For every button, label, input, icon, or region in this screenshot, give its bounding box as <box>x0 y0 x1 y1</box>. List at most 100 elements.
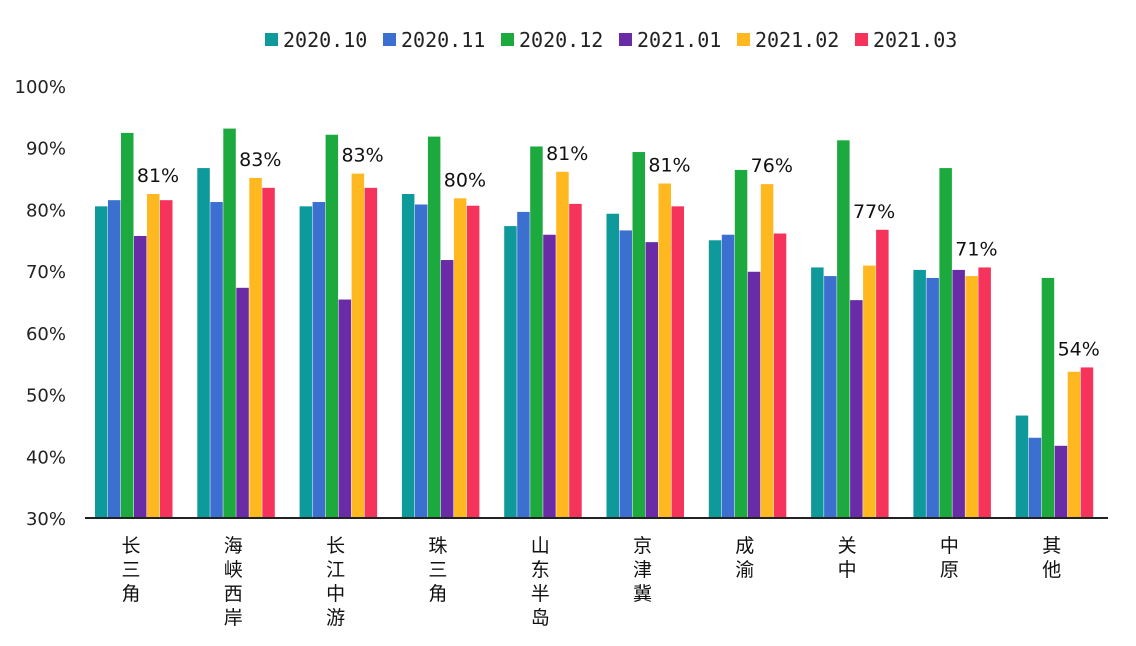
legend-item: 2020.12 <box>501 28 603 52</box>
data-label: 81% <box>546 143 588 165</box>
bar-group <box>197 128 275 519</box>
bar <box>517 211 530 518</box>
legend-item: 2021.03 <box>855 28 957 52</box>
bar <box>414 204 428 518</box>
bar <box>440 260 454 518</box>
bar <box>543 234 556 518</box>
bar-group <box>1015 277 1094 518</box>
bar <box>1067 371 1081 518</box>
legend-label: 2021.03 <box>873 28 957 52</box>
data-label: 54% <box>1058 338 1100 360</box>
bar <box>134 235 147 519</box>
bar <box>530 146 543 519</box>
bar <box>747 271 761 518</box>
bar <box>671 206 684 519</box>
bar <box>569 203 582 519</box>
bar <box>965 276 978 518</box>
x-category-label: 珠三角 <box>428 535 447 605</box>
bar <box>708 240 722 519</box>
bar <box>1028 437 1042 518</box>
data-label: 81% <box>137 165 179 187</box>
x-category-label: 海峡西岸 <box>224 535 243 629</box>
bar <box>978 267 991 518</box>
data-label: 71% <box>955 238 997 260</box>
y-tick-label: 60% <box>26 324 66 345</box>
x-category-label: 长江中游 <box>326 535 345 629</box>
bar <box>338 299 352 518</box>
bar <box>236 287 249 518</box>
bar <box>926 277 939 518</box>
x-category-label: 成渝 <box>735 535 754 581</box>
bar <box>249 177 262 518</box>
bar <box>645 242 658 518</box>
legend-label: 2020.12 <box>519 28 603 52</box>
bar <box>1054 445 1068 518</box>
legend-swatch <box>855 33 868 46</box>
bar <box>811 267 824 518</box>
bar <box>837 140 850 518</box>
legend-label: 2020.11 <box>401 28 485 52</box>
bar <box>95 206 108 519</box>
bar <box>1041 277 1055 518</box>
bar-group <box>95 132 173 519</box>
bar-group <box>913 168 991 518</box>
bar <box>721 234 735 518</box>
bar <box>364 187 378 519</box>
legend-item: 2020.11 <box>383 28 485 52</box>
bar <box>913 269 926 518</box>
data-label: 77% <box>853 201 895 223</box>
legend-swatch <box>383 33 396 46</box>
data-label: 83% <box>239 149 281 171</box>
bar-group <box>811 140 889 518</box>
bars-area <box>95 128 1094 519</box>
bar <box>619 230 632 518</box>
bar-group <box>606 152 684 519</box>
bar <box>939 168 952 518</box>
data-label: 80% <box>444 169 486 191</box>
bar <box>556 171 569 519</box>
legend-item: 2020.10 <box>265 28 367 52</box>
bar <box>658 183 671 518</box>
bar <box>351 173 365 519</box>
legend-swatch <box>265 33 278 46</box>
bar <box>632 152 645 518</box>
legend-swatch <box>501 33 514 46</box>
x-category-label: 其他 <box>1042 535 1061 581</box>
y-tick-label: 90% <box>26 139 66 160</box>
bar <box>401 194 415 518</box>
bar <box>876 229 889 518</box>
y-tick-label: 70% <box>26 262 66 283</box>
legend-swatch <box>737 33 750 46</box>
bar <box>108 200 121 518</box>
legend-item: 2021.02 <box>737 28 839 52</box>
data-labels: 81% 83% 83% 80% 81% 81% 76% 77% 71% 54% <box>137 143 1100 361</box>
bar <box>760 184 774 518</box>
x-category-label: 中原 <box>940 535 959 581</box>
bar <box>223 128 236 518</box>
bar <box>1015 415 1029 518</box>
bar <box>734 169 748 518</box>
bar <box>504 226 517 518</box>
bar <box>1080 367 1094 518</box>
bar <box>773 233 787 519</box>
legend-item: 2021.01 <box>619 28 721 52</box>
y-axis: 30% 40% 50% 60% 70% 80% 90% 100% <box>15 77 66 530</box>
bar <box>427 136 441 518</box>
bar-group <box>504 146 582 519</box>
bar-group <box>708 169 787 519</box>
bar <box>210 202 223 518</box>
x-category-label: 关中 <box>838 535 857 581</box>
legend-label: 2020.10 <box>283 28 367 52</box>
bar <box>952 269 965 518</box>
x-axis: 长三角 海峡西岸 长江中游 珠三角 山东半岛 京津冀 成渝 关中 中原 其他 <box>85 517 1108 629</box>
x-category-label: 京津冀 <box>633 535 652 605</box>
bar <box>824 276 837 518</box>
bar <box>312 202 326 518</box>
x-category-label: 长三角 <box>121 535 140 605</box>
data-label: 76% <box>751 155 793 177</box>
bar <box>606 213 619 518</box>
bar <box>863 265 876 518</box>
x-category-label: 山东半岛 <box>531 535 550 629</box>
